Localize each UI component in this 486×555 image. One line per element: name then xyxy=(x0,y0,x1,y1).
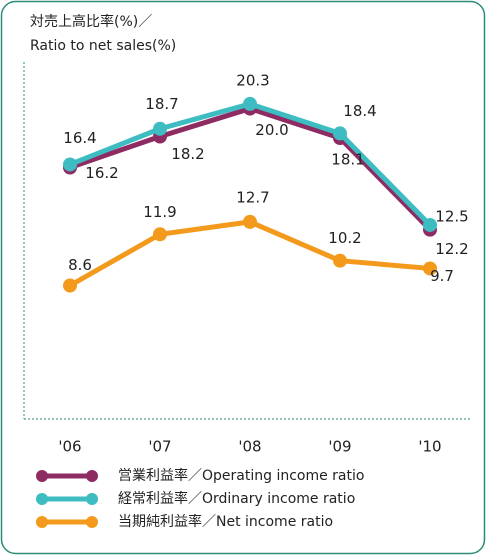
data-point xyxy=(63,278,77,293)
data-label: 18.2 xyxy=(171,145,204,163)
legend-label: 経常利益率／Ordinary income ratio xyxy=(118,490,355,507)
legend-label: 営業利益率／Operating income ratio xyxy=(118,467,364,484)
chart-title: 対売上高比率(%)／ xyxy=(30,13,152,30)
data-point xyxy=(243,214,257,229)
legend-dot xyxy=(86,493,98,505)
data-point xyxy=(153,121,167,136)
x-tick-label: '10 xyxy=(418,438,441,456)
legend-dot xyxy=(86,516,98,528)
data-label: 18.4 xyxy=(343,102,376,120)
data-point xyxy=(333,253,347,268)
data-point xyxy=(243,96,257,111)
data-label: 20.3 xyxy=(236,71,269,89)
data-label: 16.4 xyxy=(63,129,96,147)
data-label: 12.5 xyxy=(435,207,468,225)
legend-dot xyxy=(86,470,98,482)
data-point xyxy=(423,217,437,232)
x-tick-label: '09 xyxy=(328,438,351,456)
data-point xyxy=(333,126,347,141)
legend-label: 当期純利益率／Net income ratio xyxy=(118,513,333,530)
data-label: 12.2 xyxy=(435,240,468,258)
data-label: 8.6 xyxy=(68,256,92,274)
data-point xyxy=(153,227,167,242)
data-label: 20.0 xyxy=(255,121,288,139)
chart-title: Ratio to net sales(%) xyxy=(30,38,176,54)
data-label: 10.2 xyxy=(328,229,361,247)
legend-dot xyxy=(36,470,48,482)
data-label: 18.7 xyxy=(145,95,178,113)
data-label: 16.2 xyxy=(85,164,118,182)
legend-dot xyxy=(36,516,48,528)
data-point xyxy=(63,157,77,172)
data-label: 11.9 xyxy=(143,203,176,221)
legend-dot xyxy=(36,493,48,505)
x-tick-label: '06 xyxy=(58,438,81,456)
data-label: 12.7 xyxy=(236,188,269,206)
x-tick-label: '08 xyxy=(238,438,261,456)
data-label: 9.7 xyxy=(430,267,454,285)
data-point xyxy=(423,261,437,276)
data-label: 18.1 xyxy=(331,151,364,169)
x-tick-label: '07 xyxy=(148,438,171,456)
